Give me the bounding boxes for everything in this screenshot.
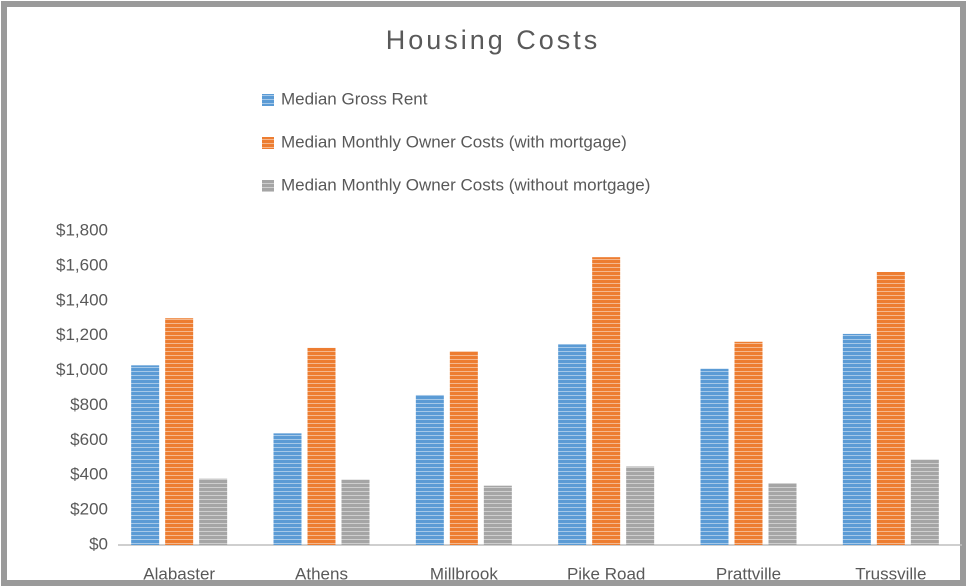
y-tick-label: $1,800	[56, 220, 108, 239]
y-tick-label: $0	[89, 534, 108, 553]
bar	[876, 271, 905, 545]
bar	[592, 257, 621, 545]
bar	[273, 433, 302, 545]
x-tick-label: Pike Road	[567, 564, 645, 583]
bar	[165, 318, 194, 545]
chart-title: Housing Costs	[386, 25, 601, 55]
y-tick-label: $1,200	[56, 325, 108, 344]
x-tick-label: Prattville	[716, 564, 781, 583]
legend-swatch	[262, 137, 274, 149]
y-tick-label: $600	[70, 430, 108, 449]
legend-label: Median Monthly Owner Costs (without mort…	[281, 175, 650, 194]
bar	[768, 483, 797, 545]
y-tick-label: $400	[70, 465, 108, 484]
bar	[700, 368, 729, 545]
bar	[842, 333, 871, 545]
bar	[483, 485, 512, 545]
legend-label: Median Monthly Owner Costs (with mortgag…	[281, 132, 627, 151]
legend-swatch	[262, 94, 274, 106]
bar	[734, 341, 763, 545]
y-tick-label: $800	[70, 395, 108, 414]
legend-swatch	[262, 180, 274, 192]
bar	[341, 479, 370, 545]
x-tick-label: Alabaster	[143, 564, 215, 583]
y-tick-label: $1,600	[56, 255, 108, 274]
bar	[626, 466, 655, 545]
bar	[449, 351, 478, 545]
y-tick-label: $1,400	[56, 290, 108, 309]
bar	[910, 459, 939, 545]
bar	[415, 394, 444, 545]
x-tick-label: Athens	[295, 564, 348, 583]
legend-label: Median Gross Rent	[281, 89, 428, 108]
bar	[131, 365, 160, 545]
bar	[307, 347, 336, 545]
y-tick-label: $1,000	[56, 360, 108, 379]
bar	[199, 478, 228, 545]
bar	[558, 344, 587, 545]
y-tick-label: $200	[70, 500, 108, 519]
x-tick-label: Trussville	[855, 564, 926, 583]
x-tick-label: Millbrook	[430, 564, 499, 583]
